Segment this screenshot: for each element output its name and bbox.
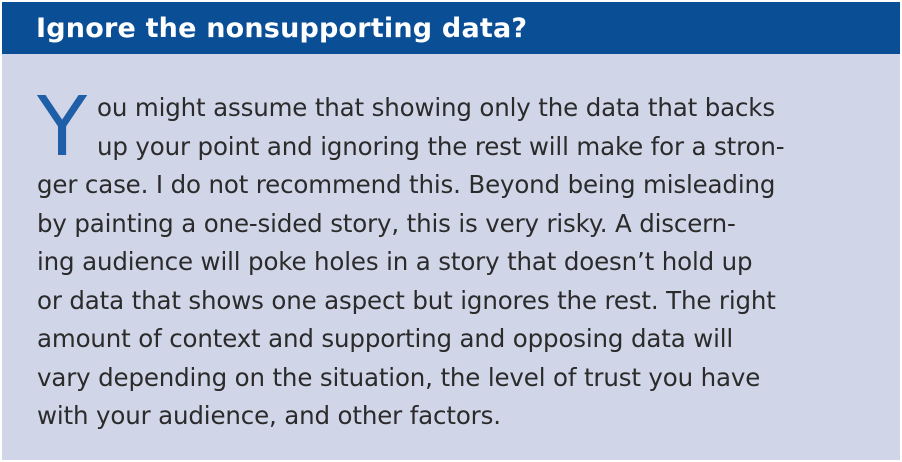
body-line-8: vary depending on the situation, the lev… — [37, 362, 761, 392]
body-line-1: ou might assume that showing only the da… — [97, 93, 775, 122]
body-line-2: up your point and ignoring the rest will… — [97, 131, 785, 161]
sidebar-title: Ignore the nonsupporting data? — [36, 13, 528, 44]
body-line-9: with your audience, and other factors. — [37, 401, 501, 430]
sidebar-body: Y ou might assume that showing only the … — [37, 80, 877, 436]
body-line-3: ger case. I do not recommend this. Beyon… — [37, 170, 776, 199]
body-line-6: or data that shows one aspect but ignore… — [37, 285, 776, 315]
drop-cap: Y — [37, 80, 88, 175]
body-line-7: amount of context and supporting and opp… — [37, 324, 734, 353]
body-line-5: ing audience will poke holes in a story … — [37, 247, 753, 276]
body-line-4: by painting a one-sided story, this is v… — [37, 208, 736, 238]
sidebar-header: Ignore the nonsupporting data? — [2, 2, 900, 54]
